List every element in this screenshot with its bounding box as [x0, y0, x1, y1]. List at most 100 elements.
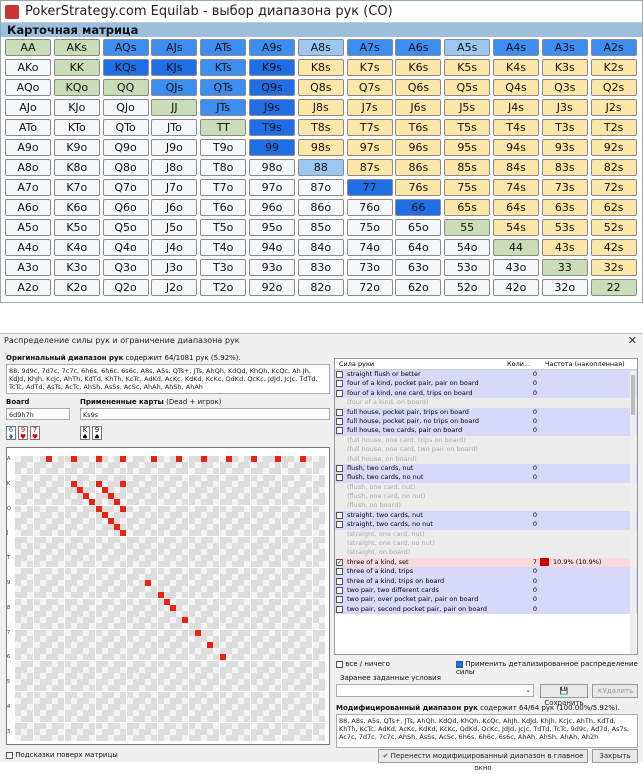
grid-combo[interactable] [250, 728, 257, 735]
grid-combo[interactable] [207, 462, 214, 469]
table-row[interactable]: (flush, on board) [335, 501, 637, 511]
grid-combo[interactable] [120, 735, 127, 741]
grid-combo[interactable] [225, 654, 232, 661]
grid-combo[interactable] [52, 691, 59, 698]
grid-combo[interactable] [89, 480, 96, 487]
grid-combo[interactable] [318, 499, 325, 506]
grid-combo[interactable] [294, 530, 300, 537]
grid-combo[interactable] [95, 666, 102, 673]
grid-combo[interactable] [250, 586, 257, 593]
grid-combo[interactable] [163, 679, 170, 686]
matrix-cell[interactable]: T6s [395, 119, 442, 136]
grid-combo[interactable] [194, 499, 201, 506]
grid-combo[interactable] [306, 592, 313, 599]
grid-combo[interactable] [70, 474, 77, 481]
grid-combo[interactable] [244, 456, 251, 462]
grid-combo[interactable] [39, 474, 46, 481]
grid-combo[interactable] [33, 505, 40, 512]
grid-combo[interactable] [120, 685, 127, 692]
matrix-cell[interactable]: K2o [53, 279, 100, 296]
grid-combo[interactable] [213, 635, 220, 642]
grid-combo[interactable] [58, 654, 65, 661]
grid-combo[interactable] [256, 586, 263, 593]
grid-combo[interactable] [39, 480, 46, 487]
grid-combo[interactable] [64, 617, 71, 624]
grid-combo[interactable] [120, 456, 127, 462]
grid-combo[interactable] [108, 468, 114, 475]
grid-combo[interactable] [64, 654, 71, 661]
grid-combo[interactable] [176, 511, 183, 518]
grid-combo[interactable] [287, 697, 294, 704]
grid-combo[interactable] [294, 679, 300, 686]
grid-combo[interactable] [318, 617, 325, 624]
grid-combo[interactable] [213, 518, 220, 524]
grid-combo[interactable] [312, 716, 319, 723]
grid-combo[interactable] [275, 586, 282, 593]
grid-combo[interactable] [207, 598, 214, 605]
grid-combo[interactable] [238, 505, 245, 512]
grid-combo[interactable] [269, 598, 276, 605]
grid-combo[interactable] [225, 629, 232, 636]
matrix-cell[interactable]: K9s [249, 59, 295, 76]
grid-combo[interactable] [58, 555, 65, 562]
matrix-cell[interactable]: 52s [590, 219, 637, 236]
grid-combo[interactable] [70, 530, 77, 537]
matrix-cell[interactable]: A8s [297, 39, 344, 56]
grid-combo[interactable] [126, 654, 133, 661]
grid-combo[interactable] [263, 654, 269, 661]
grid-combo[interactable] [108, 518, 114, 524]
grid-combo[interactable] [312, 580, 319, 586]
grid-combo[interactable] [33, 493, 40, 500]
grid-combo[interactable] [126, 499, 133, 506]
grid-combo[interactable] [21, 555, 28, 562]
matrix-cell[interactable]: 66 [395, 199, 442, 216]
grid-combo[interactable] [294, 518, 300, 524]
grid-combo[interactable] [263, 691, 269, 698]
grid-combo[interactable] [132, 549, 139, 555]
grid-combo[interactable] [287, 542, 294, 549]
grid-combo[interactable] [114, 704, 121, 710]
grid-combo[interactable] [89, 573, 96, 580]
grid-combo[interactable] [83, 716, 90, 723]
matrix-cell[interactable]: KQo [53, 79, 100, 96]
grid-combo[interactable] [163, 617, 170, 624]
grid-combo[interactable] [238, 567, 245, 574]
grid-combo[interactable] [207, 704, 214, 710]
grid-combo[interactable] [263, 722, 269, 729]
grid-combo[interactable] [225, 474, 232, 481]
grid-combo[interactable] [238, 679, 245, 686]
grid-combo[interactable] [250, 462, 257, 469]
grid-combo[interactable] [269, 660, 276, 667]
grid-combo[interactable] [58, 580, 65, 586]
row-checkbox[interactable] [336, 568, 343, 576]
grid-combo[interactable] [145, 567, 152, 574]
grid-combo[interactable] [219, 666, 226, 673]
grid-combo[interactable] [15, 530, 21, 537]
grid-combo[interactable] [287, 728, 294, 735]
table-row[interactable]: straight, two cards, nut 0 [335, 510, 637, 521]
grid-combo[interactable] [201, 456, 207, 462]
grid-combo[interactable] [15, 611, 21, 617]
grid-combo[interactable] [139, 499, 145, 506]
grid-combo[interactable] [232, 474, 238, 481]
grid-combo[interactable] [120, 468, 127, 475]
grid-combo[interactable] [157, 536, 164, 543]
grid-combo[interactable] [39, 660, 46, 667]
grid-combo[interactable] [263, 728, 269, 735]
grid-combo[interactable] [120, 598, 127, 605]
grid-combo[interactable] [281, 716, 288, 723]
grid-combo[interactable] [58, 462, 65, 469]
grid-combo[interactable] [39, 735, 46, 741]
grid-combo[interactable] [120, 710, 127, 717]
grid-combo[interactable] [287, 536, 294, 543]
grid-combo[interactable] [213, 456, 220, 462]
grid-combo[interactable] [213, 691, 220, 698]
grid-combo[interactable] [312, 480, 319, 487]
grid-combo[interactable] [58, 524, 65, 531]
grid-combo[interactable] [163, 474, 170, 481]
grid-combo[interactable] [151, 679, 158, 686]
grid-combo[interactable] [114, 480, 121, 487]
grid-combo[interactable] [269, 642, 276, 648]
grid-combo[interactable] [256, 505, 263, 512]
grid-combo[interactable] [207, 685, 214, 692]
